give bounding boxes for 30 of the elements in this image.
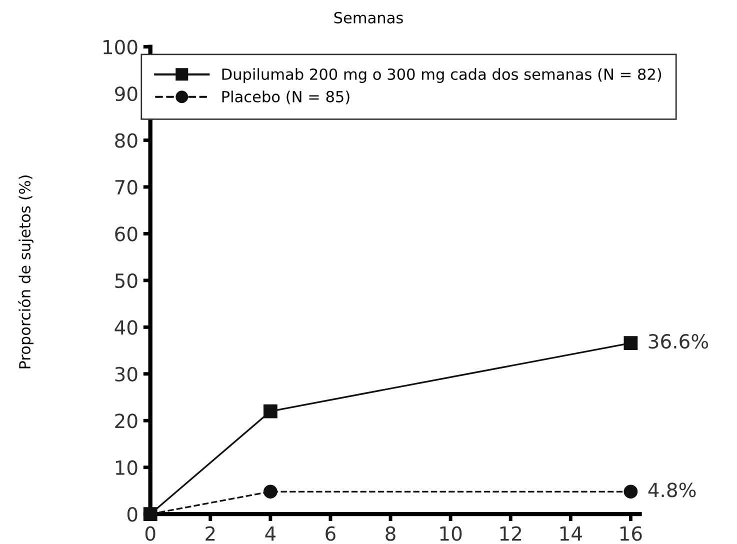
y-tick-label: 100 bbox=[104, 40, 138, 54]
x-tick-label: 12 bbox=[500, 526, 522, 541]
point bbox=[624, 336, 638, 350]
data-label: 36.6% bbox=[648, 334, 708, 349]
x-tick-label: 10 bbox=[440, 526, 462, 541]
y-tick-label: 0 bbox=[127, 507, 138, 522]
x-tick-label: 4 bbox=[265, 526, 276, 541]
x-tick-label: 2 bbox=[206, 526, 215, 541]
y-tick-label: 30 bbox=[115, 366, 138, 382]
x-axis-title: Semanas bbox=[334, 12, 403, 24]
x-tick-label: 8 bbox=[386, 526, 396, 541]
y-tick-label: 70 bbox=[115, 180, 138, 195]
x-tick-label: 0 bbox=[145, 526, 156, 541]
legend-label: Placebo (N = 85) bbox=[222, 90, 350, 104]
point bbox=[263, 484, 278, 499]
x-tick-label: 14 bbox=[560, 526, 582, 541]
y-tick-label: 60 bbox=[115, 226, 138, 242]
y-tick-label: 90 bbox=[115, 86, 138, 102]
x-tick-label: 16 bbox=[620, 526, 642, 541]
point bbox=[263, 404, 278, 418]
legend-label: Dupilumab 200 mg o 300 mg cada dos semanas (N = 82) bbox=[222, 68, 662, 83]
y-tick-label: 20 bbox=[115, 414, 138, 428]
y-tick-label: 40 bbox=[114, 320, 138, 335]
data-label: 4.8% bbox=[648, 482, 696, 498]
x-tick-label: 6 bbox=[326, 526, 336, 541]
y-tick-label: 80 bbox=[115, 133, 138, 148]
y-tick-label: 10 bbox=[116, 460, 138, 476]
y-axis-title: Proporción de sujetos (%) bbox=[18, 176, 34, 368]
y-tick-label: 50 bbox=[115, 273, 138, 288]
point bbox=[624, 484, 638, 499]
